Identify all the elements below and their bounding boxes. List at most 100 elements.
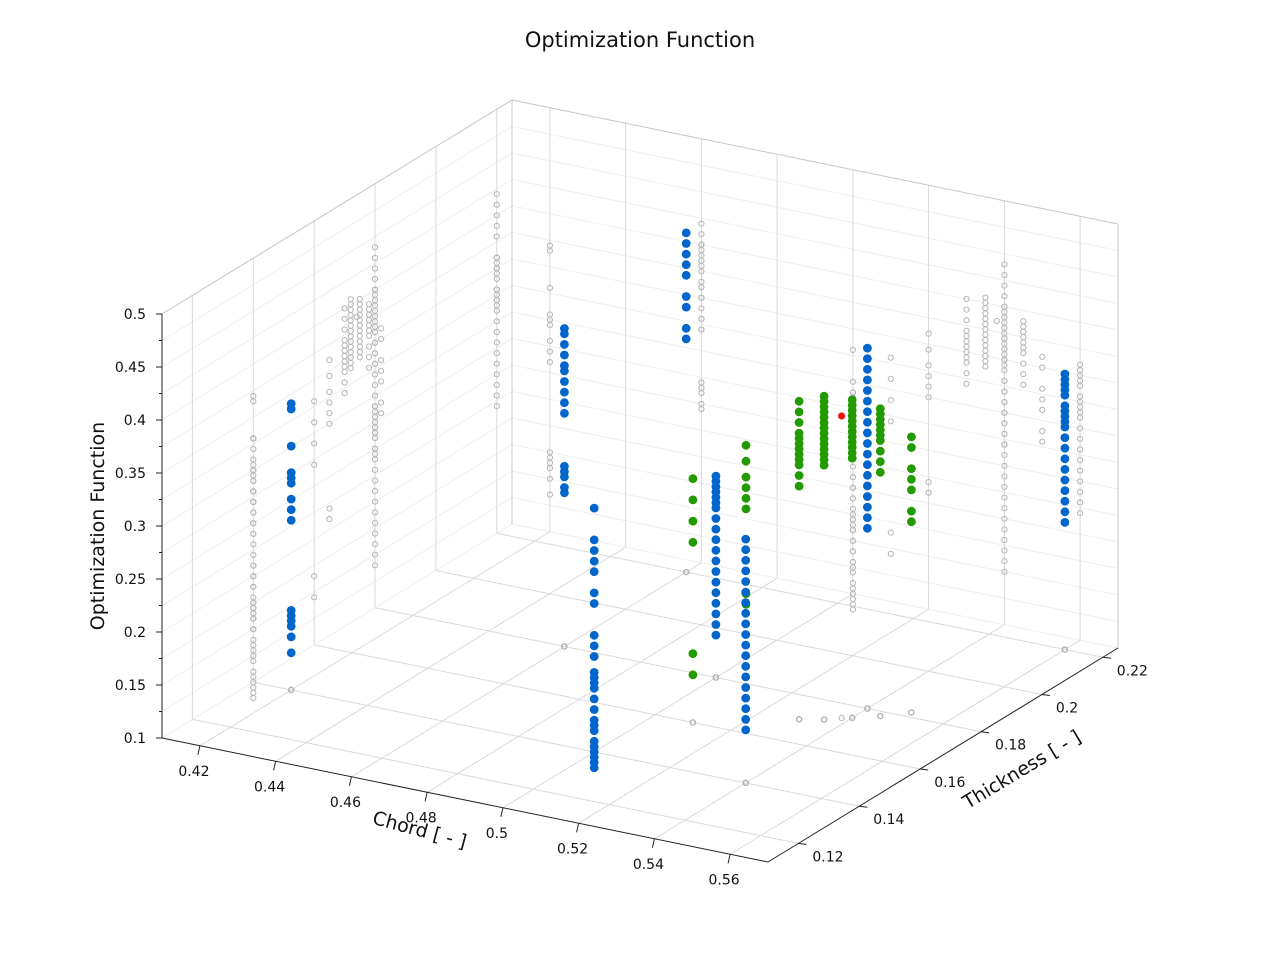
- projection-marker: [1001, 494, 1008, 501]
- explored-point: [560, 350, 569, 360]
- projection-marker: [698, 315, 705, 322]
- projection-marker: [311, 594, 318, 601]
- explored-point: [741, 598, 751, 608]
- projection-marker: [982, 294, 989, 301]
- explored-point: [863, 386, 872, 395]
- projection-marker: [365, 327, 373, 334]
- explored-point: [589, 705, 599, 714]
- y-tick-label: 0.2: [1056, 701, 1078, 717]
- projection-marker: [1001, 409, 1008, 416]
- projection-marker: [250, 509, 257, 516]
- left-wall-grid-line: [161, 285, 513, 500]
- explored-point: [863, 439, 872, 448]
- explored-point: [741, 619, 751, 629]
- z-tick-label: 0.15: [115, 678, 146, 694]
- projection-marker: [371, 329, 379, 336]
- projection-marker: [546, 337, 554, 344]
- projection-marker: [365, 343, 373, 350]
- projection-marker: [347, 365, 354, 372]
- projection-marker: [1020, 381, 1027, 388]
- projection-marker: [698, 390, 705, 397]
- projection-marker: [371, 276, 379, 283]
- projection-marker: [371, 360, 379, 367]
- projection-marker: [371, 477, 379, 484]
- explored-point: [863, 492, 872, 501]
- back-wall-grid-line: [511, 338, 1119, 463]
- floor-grid-line: [275, 546, 626, 762]
- projection-marker: [1077, 414, 1084, 421]
- explored-point: [286, 648, 296, 658]
- explored-point: [741, 672, 751, 682]
- explored-point: [681, 323, 691, 333]
- explored-point: [589, 535, 599, 545]
- projection-marker: [493, 233, 500, 240]
- projection-marker: [1039, 364, 1046, 371]
- projection-marker: [689, 719, 697, 726]
- refined-point: [794, 460, 804, 470]
- left-wall-grid-line: [161, 497, 513, 712]
- projection-marker: [963, 327, 970, 334]
- projection-marker: [365, 322, 373, 329]
- explored-point: [711, 545, 721, 555]
- projection-marker: [849, 527, 857, 534]
- left-wall-grid-line: [161, 444, 513, 659]
- refined-point: [688, 495, 698, 505]
- projection-marker: [347, 338, 354, 345]
- projection-marker: [877, 713, 884, 720]
- explored-point: [560, 377, 569, 386]
- projection-marker: [326, 399, 333, 406]
- projection-marker: [1001, 505, 1008, 512]
- projection-marker: [356, 327, 363, 334]
- explored-point: [741, 608, 751, 618]
- x-tick-mark: [651, 838, 655, 848]
- explored-point: [1060, 390, 1070, 400]
- back-wall-grid-line: [511, 444, 1119, 569]
- x-tick-label: 0.56: [709, 872, 740, 888]
- z-tick-label: 0.35: [115, 466, 146, 482]
- y-tick-label: 0.14: [873, 812, 904, 828]
- explored-point: [711, 535, 721, 545]
- explored-point: [741, 714, 751, 724]
- projection-marker: [887, 529, 894, 536]
- explored-point: [741, 534, 751, 544]
- projection-marker: [250, 541, 257, 548]
- floor-grid-line: [199, 531, 551, 747]
- projection-marker: [849, 474, 857, 481]
- projection-marker: [250, 657, 257, 665]
- back-wall-grid-line: [511, 523, 1119, 649]
- projection-marker: [546, 348, 554, 355]
- explored-point: [863, 502, 872, 512]
- projection-marker: [341, 337, 348, 344]
- projection-marker: [341, 315, 348, 322]
- projection-marker: [887, 418, 894, 425]
- projection-marker: [326, 516, 333, 523]
- projection-marker: [250, 583, 257, 590]
- projection-marker: [493, 381, 500, 388]
- projection-marker: [963, 295, 970, 303]
- x-tick-mark: [348, 776, 352, 786]
- refined-point: [794, 418, 804, 427]
- back-wall-grid-line: [511, 205, 1119, 331]
- explored-point: [711, 588, 721, 598]
- projection-marker: [925, 362, 932, 369]
- projection-marker: [712, 674, 720, 681]
- explored-point: [741, 683, 751, 692]
- refined-point: [875, 436, 885, 445]
- y-tick-label: 0.16: [934, 775, 965, 791]
- left-wall-grid-line: [161, 258, 513, 474]
- left-wall-grid-line: [161, 179, 513, 394]
- y-axis-line: [767, 647, 1119, 863]
- projection-marker: [1077, 446, 1084, 453]
- projection-marker: [698, 231, 705, 238]
- projection-marker: [326, 357, 333, 364]
- projection-marker: [341, 352, 348, 360]
- projection-marker: [341, 390, 348, 397]
- projection-marker: [1020, 349, 1027, 357]
- projection-marker: [546, 465, 554, 472]
- x-tick-mark: [576, 823, 580, 833]
- explored-point: [560, 472, 569, 482]
- refined-point: [741, 440, 751, 450]
- refined-point: [875, 457, 885, 467]
- explored-point: [741, 725, 751, 735]
- explored-point: [560, 366, 569, 376]
